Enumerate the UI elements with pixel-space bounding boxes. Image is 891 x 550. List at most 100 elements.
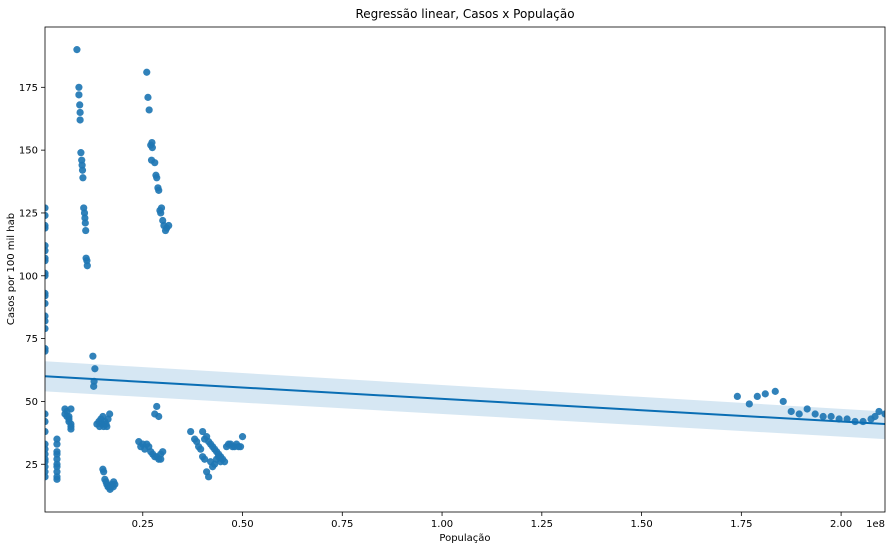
- data-point: [91, 365, 99, 373]
- data-point: [145, 106, 153, 114]
- data-point: [761, 390, 769, 398]
- data-point: [157, 455, 165, 463]
- data-point: [45, 417, 49, 426]
- data-point: [45, 427, 49, 436]
- data-point: [53, 440, 61, 448]
- data-point: [53, 450, 61, 458]
- data-point: [143, 68, 151, 76]
- data-point: [53, 468, 61, 476]
- data-point: [45, 247, 49, 255]
- x-tick-label: 2.00: [830, 519, 852, 530]
- data-point: [753, 392, 761, 401]
- data-point: [187, 427, 195, 436]
- y-tick-label: 50: [25, 397, 38, 408]
- data-point: [236, 443, 245, 451]
- data-point: [67, 405, 75, 413]
- data-point: [45, 204, 49, 212]
- data-point: [67, 425, 75, 433]
- data-point: [819, 412, 827, 421]
- data-point: [76, 101, 84, 109]
- data-point: [733, 392, 741, 401]
- data-point: [148, 144, 156, 152]
- data-point: [79, 174, 87, 182]
- data-point: [859, 417, 867, 426]
- plot-frame: [44, 26, 886, 513]
- data-point: [53, 475, 61, 483]
- data-point: [881, 410, 885, 418]
- data-point: [45, 317, 49, 325]
- data-point: [787, 407, 795, 416]
- data-point: [45, 473, 49, 481]
- data-point: [45, 257, 49, 265]
- data-point: [871, 412, 879, 421]
- data-point: [155, 186, 163, 194]
- data-point: [165, 221, 173, 230]
- data-point: [109, 483, 117, 491]
- data-point: [76, 116, 84, 124]
- regression-line: [45, 375, 885, 426]
- data-point: [45, 324, 49, 333]
- data-point: [153, 402, 161, 411]
- data-point: [151, 159, 159, 167]
- y-tick-label: 150: [19, 146, 38, 157]
- data-point: [811, 410, 819, 418]
- y-tick-label: 175: [19, 83, 38, 94]
- data-point: [153, 174, 161, 182]
- data-point: [77, 149, 85, 157]
- y-tick-label: 25: [25, 460, 38, 471]
- data-point: [75, 91, 83, 99]
- data-point: [197, 445, 205, 453]
- data-point: [803, 405, 811, 413]
- data-point: [216, 458, 225, 466]
- data-point: [199, 427, 207, 436]
- data-point: [205, 473, 213, 481]
- data-point: [82, 226, 90, 235]
- x-tick-label: 0.25: [132, 519, 154, 530]
- x-axis-label: População: [439, 533, 490, 544]
- data-point: [45, 292, 49, 300]
- data-point: [45, 272, 49, 280]
- data-point: [795, 410, 803, 418]
- data-point: [45, 224, 49, 232]
- data-point: [779, 397, 787, 406]
- data-point: [875, 407, 883, 416]
- data-point: [90, 382, 98, 390]
- data-point: [76, 108, 84, 117]
- data-point: [201, 455, 209, 463]
- y-tick-label: 100: [19, 271, 38, 282]
- data-point: [106, 410, 114, 418]
- chart-title: Regressão linear, Casos x População: [355, 7, 574, 21]
- x-tick-label: 1.25: [531, 519, 553, 530]
- y-axis-label: Casos por 100 mil hab: [6, 213, 17, 325]
- data-point: [78, 166, 87, 174]
- data-point: [45, 410, 49, 418]
- x-tick-label: 0.50: [231, 519, 253, 530]
- x-tick-label: 1.75: [730, 519, 752, 530]
- data-point: [83, 262, 91, 270]
- data-point: [745, 400, 753, 408]
- data-point: [53, 455, 61, 463]
- data-point: [103, 422, 111, 431]
- data-point: [81, 219, 89, 227]
- x-offset-text: 1e8: [866, 519, 885, 530]
- x-tick-label: 0.75: [331, 519, 353, 530]
- data-point: [155, 412, 163, 421]
- data-point: [53, 463, 61, 471]
- data-point: [75, 83, 83, 91]
- data-point: [100, 468, 108, 476]
- data-point: [89, 352, 97, 360]
- y-tick-label: 75: [25, 334, 38, 345]
- data-point: [65, 412, 73, 421]
- data-point: [159, 448, 167, 456]
- data-point: [45, 347, 49, 355]
- data-point: [827, 412, 835, 421]
- plot-area: [45, 46, 885, 493]
- x-tick-label: 1.00: [431, 519, 453, 530]
- data-point: [144, 93, 152, 101]
- data-point: [45, 211, 49, 220]
- axes: 0.25 0.50 0.75 1.00 1.25 1.50 1.75 2.00 25 50 75 10…: [19, 83, 852, 530]
- x-tick-label: 1.50: [630, 519, 652, 530]
- data-point: [771, 387, 779, 395]
- data-point: [157, 204, 166, 212]
